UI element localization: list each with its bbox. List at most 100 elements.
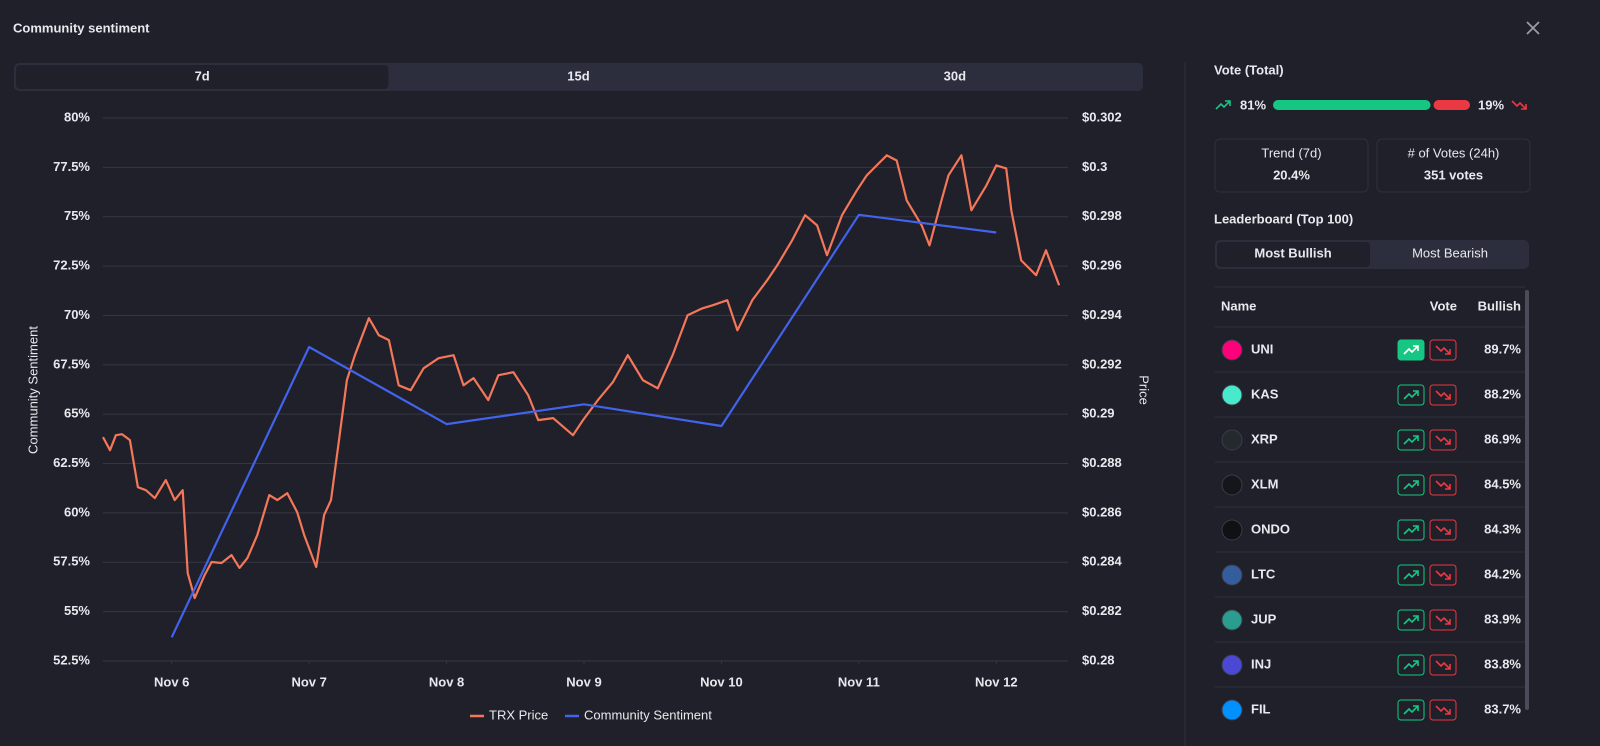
- tab[interactable]: 30d: [944, 68, 966, 83]
- trend-down-icon: [1511, 100, 1527, 110]
- legend-label: Community Sentiment: [584, 707, 712, 722]
- y-tick-label: 72.5%: [53, 258, 90, 273]
- vote-bullish-button[interactable]: [1397, 429, 1425, 451]
- vote-bearish-button[interactable]: [1429, 699, 1457, 721]
- vote-bearish-button[interactable]: [1429, 519, 1457, 541]
- vote-bearish-button[interactable]: [1429, 429, 1457, 451]
- y-tick-label: 77.5%: [53, 159, 90, 174]
- scrollbar: [1525, 290, 1529, 710]
- button-bg: [1429, 519, 1457, 541]
- bullish-bar: [1273, 100, 1431, 110]
- column-header: Bullish: [1478, 298, 1521, 313]
- trend-down-icon: [1435, 570, 1451, 580]
- bullish-value: 89.7%: [1484, 341, 1521, 356]
- coin-icon: [1221, 519, 1243, 541]
- close-button[interactable]: [1526, 21, 1540, 35]
- tab-label: 7d: [195, 68, 210, 83]
- vote-bearish-button[interactable]: [1429, 339, 1457, 361]
- y2-tick-label: $0.302: [1082, 109, 1122, 124]
- vote-bullish-button[interactable]: [1397, 564, 1425, 586]
- coin-icon: [1221, 474, 1243, 496]
- y2-tick-label: $0.29: [1082, 406, 1115, 421]
- vote-bullish-button[interactable]: [1397, 474, 1425, 496]
- vote-bullish-button[interactable]: [1397, 384, 1425, 406]
- trend-up-icon: [1403, 480, 1419, 490]
- y-tick-label: 57.5%: [53, 554, 90, 569]
- toggle-label: Most Bearish: [1412, 245, 1488, 260]
- stat-box: [1376, 138, 1531, 193]
- button-bg: [1429, 339, 1457, 361]
- close-icon: [1526, 21, 1540, 35]
- vote-bearish-button[interactable]: [1429, 474, 1457, 496]
- y2-tick-label: $0.296: [1082, 258, 1122, 273]
- coin-name: LTC: [1251, 566, 1276, 581]
- y-tick-label: 55%: [64, 603, 90, 618]
- coin-icon: [1221, 339, 1243, 361]
- trend-down-icon: [1435, 660, 1451, 670]
- bearish-bar: [1433, 100, 1470, 110]
- y-tick-label: 62.5%: [53, 455, 90, 470]
- coin-name: XLM: [1251, 476, 1278, 491]
- button-bg: [1429, 429, 1457, 451]
- trend-down-icon: [1435, 435, 1451, 445]
- legend-item[interactable]: TRX Price: [470, 707, 548, 722]
- x-tick-label: Nov 10: [700, 674, 743, 689]
- vote-bullish-button[interactable]: [1397, 339, 1425, 361]
- legend-item[interactable]: Community Sentiment: [565, 707, 712, 722]
- tab[interactable]: 7d: [16, 65, 389, 89]
- stat-label: Trend (7d): [1261, 145, 1321, 160]
- legend-label: TRX Price: [489, 707, 548, 722]
- stat-value: 20.4%: [1273, 167, 1310, 182]
- tab-label: 30d: [944, 68, 966, 83]
- y-tick-label: 70%: [64, 307, 90, 322]
- toggle-option[interactable]: [1217, 242, 1370, 267]
- series-line: [170, 213, 997, 638]
- button-bg: [1429, 564, 1457, 586]
- coin-icon: [1221, 654, 1243, 676]
- coin-icon: [1221, 384, 1243, 406]
- toggle-label: Most Bullish: [1254, 245, 1331, 260]
- bullish-percent: 81%: [1240, 97, 1266, 112]
- trend-down-icon: [1435, 525, 1451, 535]
- coin-name: ONDO: [1251, 521, 1290, 536]
- vote-bullish-button[interactable]: [1397, 609, 1425, 631]
- stat-value: 351 votes: [1424, 167, 1483, 182]
- button-bg: [1429, 609, 1457, 631]
- y2-tick-label: $0.284: [1082, 554, 1123, 569]
- x-tick-label: Nov 6: [154, 674, 189, 689]
- vote-bearish-button[interactable]: [1429, 384, 1457, 406]
- y2-tick-label: $0.3: [1082, 159, 1107, 174]
- x-tick-label: Nov 7: [291, 674, 326, 689]
- vote-bearish-button[interactable]: [1429, 609, 1457, 631]
- tab-active: [16, 65, 389, 89]
- coin-name: KAS: [1251, 386, 1279, 401]
- y-tick-label: 80%: [64, 109, 90, 124]
- y2-tick-label: $0.282: [1082, 603, 1122, 618]
- vote-bullish-button[interactable]: [1397, 699, 1425, 721]
- y2-tick-label: $0.286: [1082, 504, 1122, 519]
- button-bg: [1397, 564, 1425, 586]
- tab[interactable]: 15d: [567, 68, 589, 83]
- trend-up-icon: [1403, 615, 1419, 625]
- trend-down-icon: [1435, 345, 1451, 355]
- y-tick-label: 65%: [64, 406, 90, 421]
- button-bg: [1397, 384, 1425, 406]
- button-bg: [1397, 609, 1425, 631]
- trend-down-icon: [1435, 705, 1451, 715]
- bullish-value: 83.7%: [1484, 701, 1521, 716]
- trend-up-icon: [1403, 570, 1419, 580]
- button-bg: [1429, 384, 1457, 406]
- vote-bullish-button[interactable]: [1397, 519, 1425, 541]
- button-bg: [1397, 654, 1425, 676]
- coin-name: JUP: [1251, 611, 1277, 626]
- vote-bearish-button[interactable]: [1429, 654, 1457, 676]
- button-bg: [1429, 474, 1457, 496]
- column-header: Vote: [1430, 298, 1457, 313]
- vote-bullish-button[interactable]: [1397, 654, 1425, 676]
- button-bg: [1397, 699, 1425, 721]
- button-bg: [1397, 519, 1425, 541]
- vote-bearish-button[interactable]: [1429, 564, 1457, 586]
- bearish-percent: 19%: [1478, 97, 1504, 112]
- y2-axis-title: Price: [1137, 375, 1152, 405]
